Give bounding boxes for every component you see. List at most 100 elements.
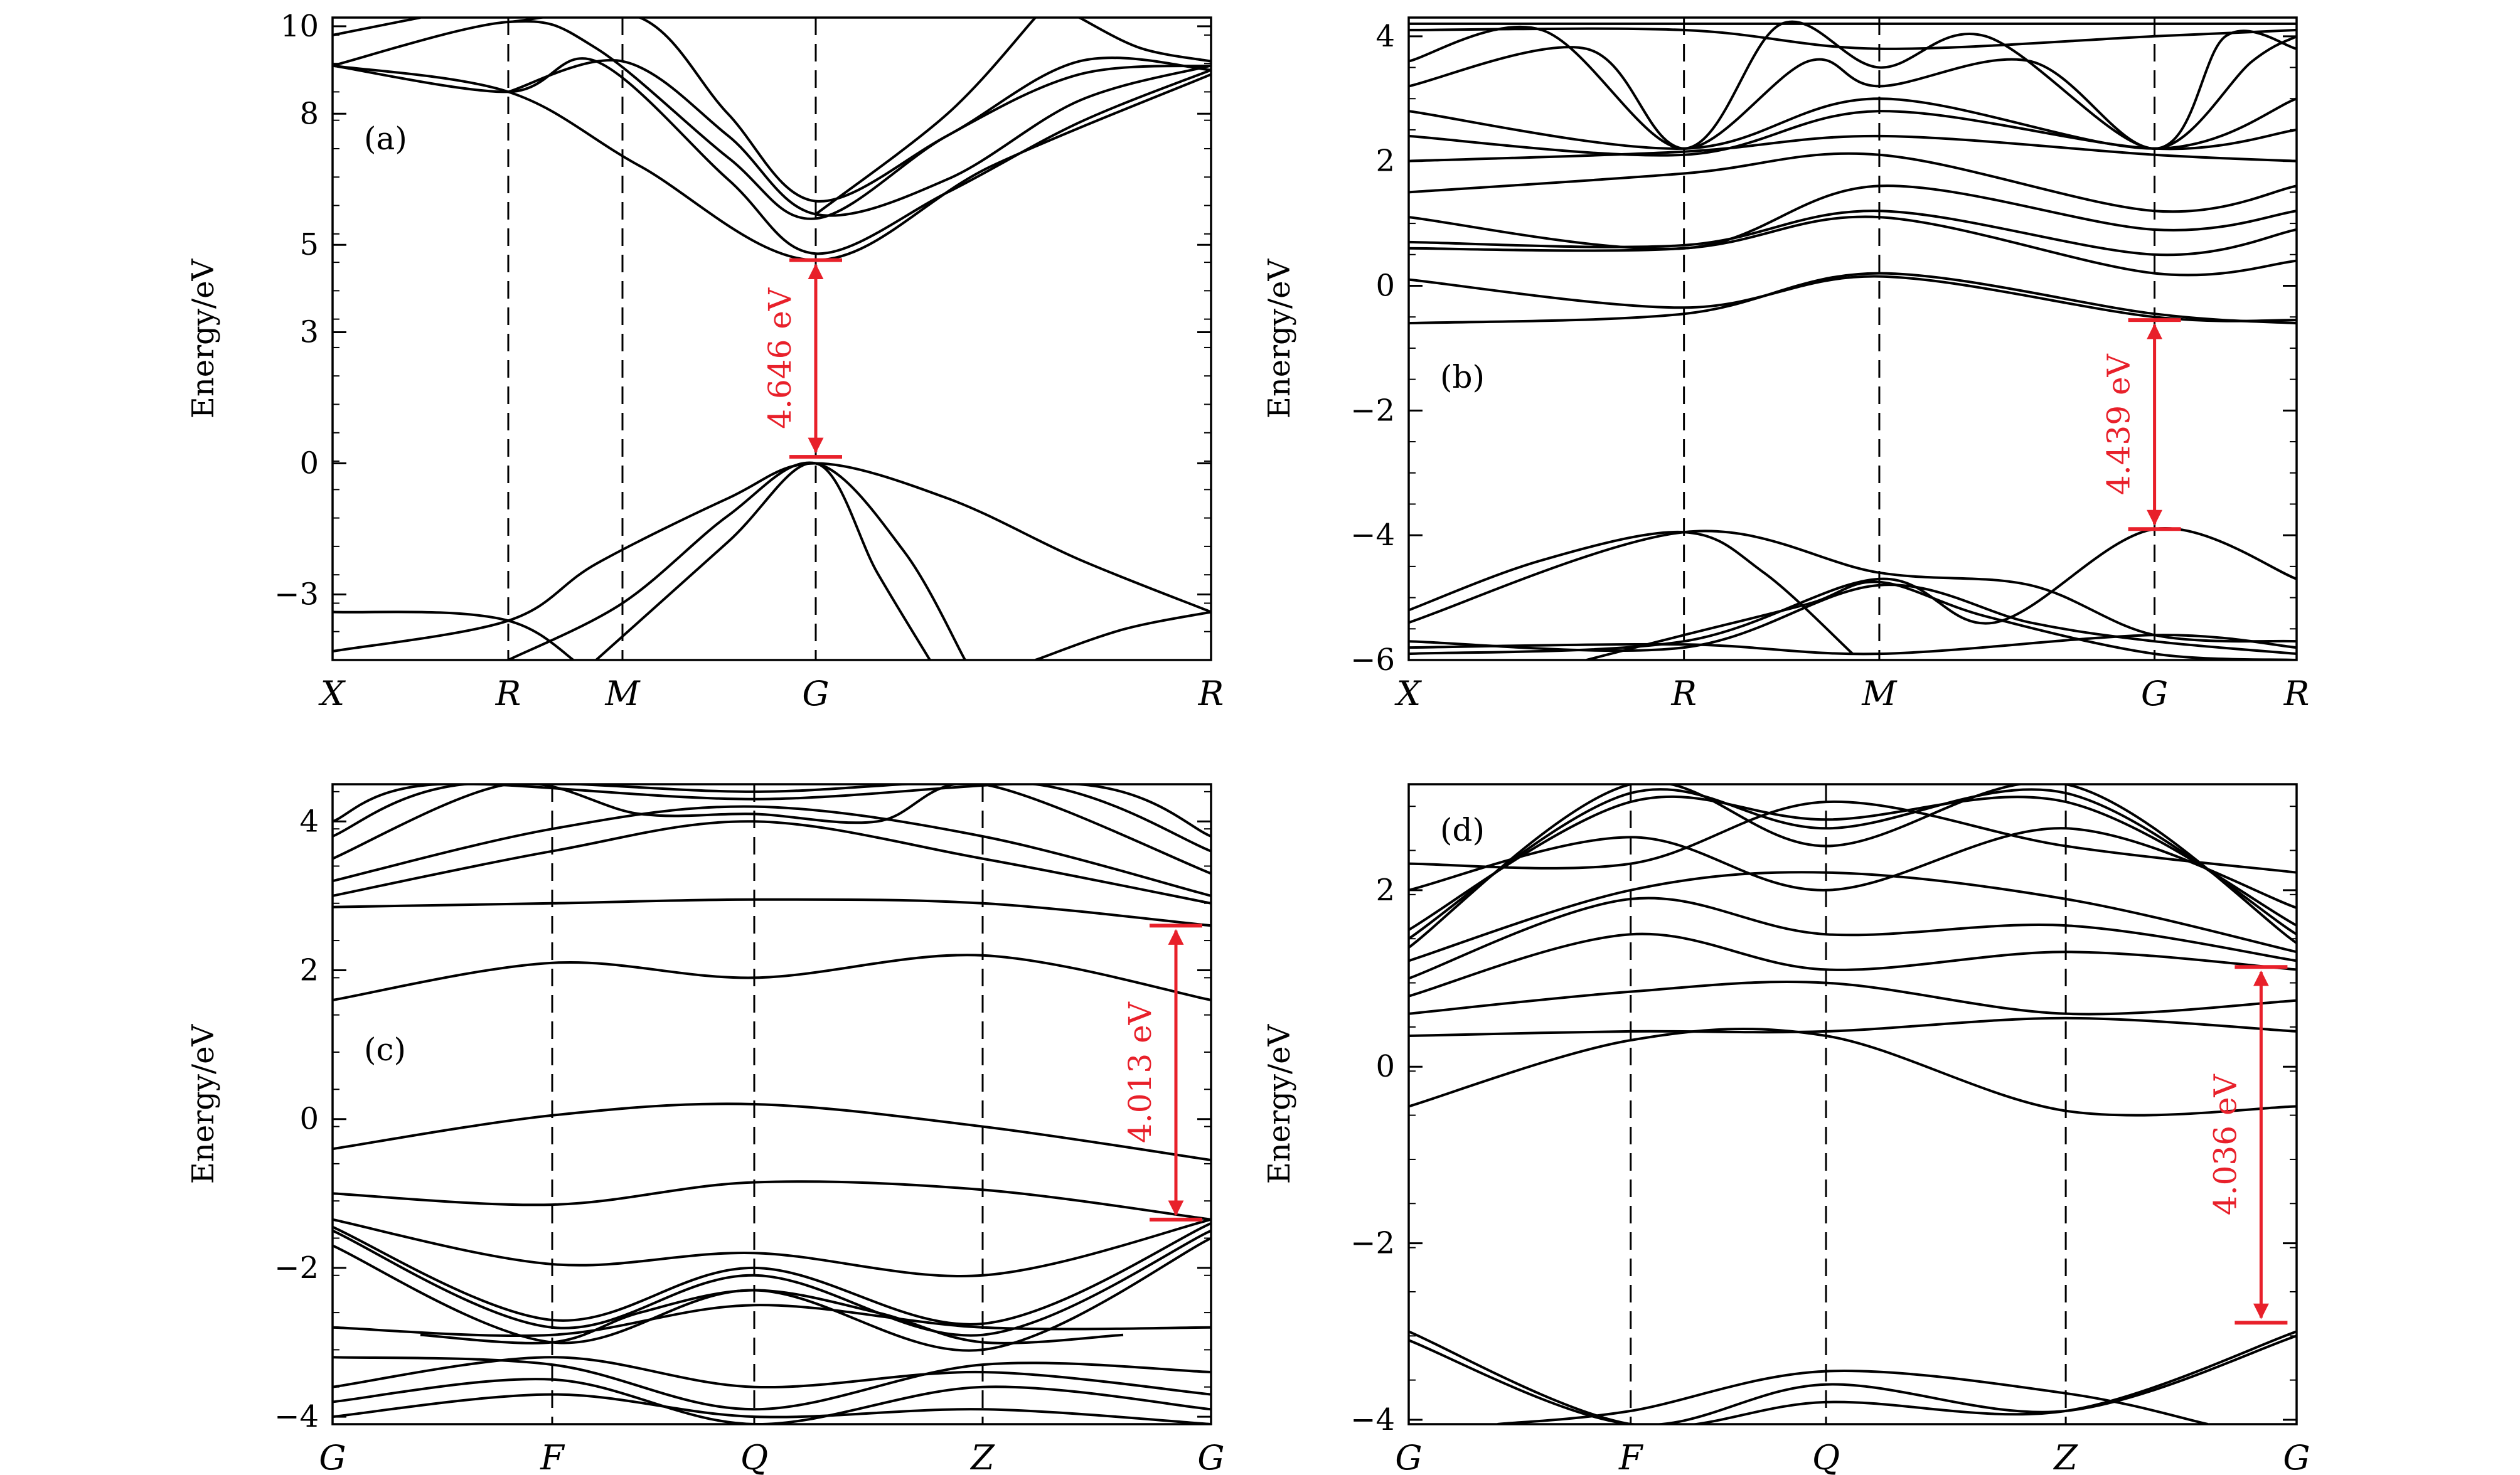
energy-band	[333, 898, 1211, 927]
y-tick-label: −3	[274, 577, 319, 612]
kpoint-label: R	[1670, 674, 1697, 713]
energy-band	[508, 461, 966, 660]
energy-band	[333, 1218, 1211, 1278]
energy-band	[1409, 134, 2297, 162]
energy-band	[333, 784, 1211, 853]
plot-frame	[1407, 16, 2298, 661]
y-axis-label: Energy/eV	[1262, 258, 1297, 418]
panel-label: (d)	[1440, 812, 1485, 848]
energy-band	[333, 57, 1211, 255]
energy-band	[333, 1229, 1211, 1337]
y-axis-label: Energy/eV	[1262, 1023, 1297, 1184]
energy-band	[333, 1393, 1211, 1424]
energy-band	[333, 610, 575, 660]
energy-band	[333, 820, 1211, 905]
y-tick-label: 2	[1375, 873, 1395, 908]
energy-band	[333, 18, 421, 36]
energy-band	[1409, 275, 2297, 322]
kpoint-label: G	[1197, 1438, 1224, 1475]
kpoint-label: F	[1618, 1438, 1644, 1475]
energy-band	[595, 462, 931, 660]
energy-band	[1409, 1330, 2297, 1424]
energy-band	[1409, 827, 2297, 909]
energy-band	[333, 784, 1211, 838]
energy-band	[1409, 20, 2297, 150]
kpoint-label: Q	[1812, 1438, 1840, 1475]
y-tick-label: −4	[1350, 1402, 1395, 1437]
kpoint-label: G	[1395, 1438, 1422, 1475]
energy-band	[333, 64, 1211, 262]
y-tick-label: 4	[299, 804, 319, 839]
kpoint-label: F	[540, 1438, 565, 1475]
energy-band	[508, 59, 1211, 217]
y-tick-label: 5	[299, 227, 319, 262]
energy-band	[1409, 981, 2297, 1016]
energy-band	[1409, 800, 2297, 874]
energy-band	[333, 1356, 1211, 1411]
energy-band	[1409, 184, 2297, 250]
energy-band	[1409, 583, 2297, 656]
bands-group	[1409, 784, 2297, 1424]
bands-group	[333, 18, 1211, 660]
energy-band	[814, 18, 1037, 216]
y-tick-label: −2	[1350, 393, 1395, 428]
kpoint-label: G	[2141, 674, 2168, 713]
kpoint-label: R	[495, 674, 521, 713]
energy-band	[1409, 784, 2297, 949]
y-tick-label: 8	[299, 96, 319, 131]
y-tick-label: 0	[299, 1102, 319, 1137]
y-tick-label: −6	[1350, 642, 1395, 678]
energy-band	[1409, 530, 1854, 655]
kpoint-label: M	[604, 674, 641, 713]
bands-group	[1409, 20, 2297, 660]
energy-band	[333, 1304, 1211, 1338]
y-tick-label: 3	[299, 315, 319, 350]
kpoint-label: M	[1861, 674, 1898, 713]
y-tick-label: 0	[1375, 268, 1395, 303]
energy-band	[333, 1102, 1211, 1161]
bands-group	[333, 784, 1211, 1424]
y-tick-label: 4	[1375, 19, 1395, 54]
band-gap-label: 4.036 eV	[2207, 1073, 2243, 1215]
y-tick-label: −2	[274, 1250, 319, 1286]
energy-band	[1497, 1370, 2208, 1424]
y-tick-label: 0	[1375, 1049, 1395, 1084]
energy-band	[420, 1289, 1124, 1345]
energy-band	[1409, 152, 2297, 213]
energy-band	[333, 1222, 1211, 1326]
energy-band	[1409, 932, 2297, 998]
energy-band	[333, 954, 1211, 1001]
panel-label: (c)	[364, 1031, 406, 1068]
energy-band	[333, 805, 1211, 897]
band-gap-label: 4.646 eV	[762, 287, 798, 429]
kpoint-label: G	[2283, 1438, 2310, 1475]
kpoint-label: R	[2283, 674, 2310, 713]
kpoint-label: Q	[740, 1438, 768, 1475]
energy-band	[1409, 1027, 2297, 1117]
energy-band	[333, 19, 1211, 220]
energy-band	[1409, 634, 2297, 656]
energy-band	[1409, 897, 2297, 980]
energy-band	[333, 1378, 1211, 1424]
y-tick-label: −4	[274, 1399, 319, 1434]
band-gap-label: 4.439 eV	[2101, 353, 2137, 495]
y-axis-label: Energy/eV	[186, 258, 221, 418]
band-gap-label: 4.013 eV	[1122, 1001, 1158, 1143]
panel-label: (a)	[364, 120, 407, 157]
energy-band	[1586, 580, 2297, 660]
y-axis-label: Energy/eV	[186, 1023, 221, 1184]
energy-band	[1409, 1016, 2297, 1037]
energy-band	[1409, 215, 2297, 277]
kpoint-label: G	[319, 1438, 346, 1475]
energy-band	[1079, 18, 1211, 63]
energy-band	[508, 18, 1211, 203]
energy-band	[333, 462, 1211, 653]
y-tick-label: 10	[280, 9, 319, 44]
kpoint-label: X	[318, 674, 346, 713]
plot-frame	[331, 16, 1212, 661]
y-tick-label: 0	[299, 446, 319, 481]
plot-frame	[331, 783, 1212, 1425]
